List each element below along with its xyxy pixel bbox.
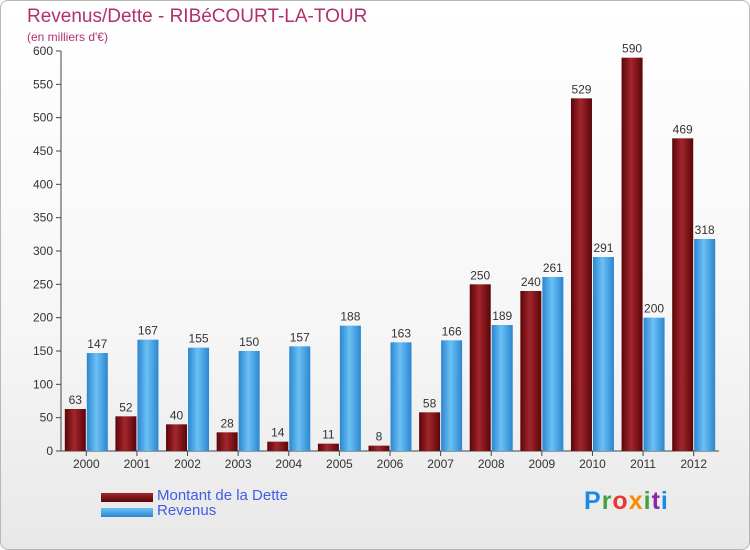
y-tick-label: 50	[40, 411, 54, 425]
x-tick-label: 2010	[579, 457, 606, 471]
bar-dette	[267, 441, 289, 451]
data-label-dette: 8	[376, 430, 383, 444]
x-tick-label: 2002	[174, 457, 201, 471]
bar-revenus	[188, 347, 210, 451]
data-label-revenus: 261	[543, 261, 563, 275]
data-label-revenus: 166	[442, 324, 462, 338]
x-tick-label: 2011	[630, 457, 656, 471]
legend-swatch-revenus	[101, 508, 153, 517]
bar-revenus	[643, 317, 665, 451]
y-tick-label: 450	[33, 144, 53, 158]
legend-label-dette: Montant de la Dette	[157, 487, 288, 504]
chart-title: Revenus/Dette - RIBéCOURT-LA-TOUR	[27, 6, 368, 27]
bar-dette	[469, 284, 491, 451]
x-tick-label: 2005	[326, 457, 353, 471]
logo-letter: P	[584, 487, 602, 515]
data-label-dette: 58	[423, 396, 437, 410]
x-tick-label: 2009	[528, 457, 555, 471]
logo-letter: t	[651, 487, 661, 515]
bar-dette	[317, 443, 339, 451]
bar-dette	[570, 98, 592, 451]
bar-dette	[115, 416, 137, 451]
logo-letter: o	[612, 487, 629, 515]
data-label-revenus: 200	[644, 302, 664, 316]
bar-revenus	[592, 257, 614, 451]
y-tick-label: 150	[33, 344, 53, 358]
x-tick-label: 2003	[225, 457, 252, 471]
bar-revenus	[491, 325, 513, 451]
data-label-dette: 63	[69, 393, 83, 407]
data-label-revenus: 189	[492, 309, 512, 323]
bar-dette	[368, 445, 390, 451]
y-tick-label: 300	[33, 244, 53, 258]
x-tick-label: 2012	[680, 457, 707, 471]
legend-label-revenus: Revenus	[157, 502, 217, 519]
bar-revenus	[542, 277, 564, 451]
logo-letter: i	[660, 487, 669, 515]
bar-dette	[419, 412, 441, 451]
bar-revenus	[137, 339, 159, 451]
bar-revenus	[238, 351, 260, 451]
bar-revenus	[339, 325, 361, 451]
chart-subtitle: (en milliers d'€)	[27, 30, 108, 44]
data-label-revenus: 147	[87, 337, 107, 351]
y-tick-label: 600	[33, 44, 53, 58]
y-tick-label: 350	[33, 211, 53, 225]
data-label-revenus: 318	[695, 223, 715, 237]
data-label-dette: 590	[622, 42, 642, 56]
data-label-revenus: 163	[391, 326, 411, 340]
data-label-dette: 240	[521, 275, 541, 289]
proxiti-logo: Proxiti	[584, 487, 669, 516]
bar-revenus	[289, 346, 311, 451]
bar-dette	[166, 424, 188, 451]
data-label-revenus: 291	[593, 241, 613, 255]
data-label-revenus: 155	[189, 332, 209, 346]
bar-dette	[216, 432, 238, 451]
bar-dette	[520, 291, 542, 451]
bar-dette	[621, 57, 643, 452]
bar-dette	[64, 409, 86, 451]
logo-letter: r	[601, 487, 613, 515]
x-tick-label: 2008	[478, 457, 505, 471]
data-label-dette: 469	[673, 122, 693, 136]
data-label-dette: 28	[220, 416, 234, 430]
legend-swatch-dette	[101, 493, 153, 502]
bar-revenus	[390, 342, 412, 451]
data-label-revenus: 157	[290, 330, 310, 344]
x-tick-label: 2006	[377, 457, 404, 471]
y-tick-label: 100	[33, 377, 53, 391]
data-label-revenus: 150	[239, 335, 259, 349]
y-tick-label: 500	[33, 111, 53, 125]
x-tick-label: 2007	[427, 457, 454, 471]
data-label-dette: 52	[119, 400, 133, 414]
data-label-dette: 529	[571, 82, 591, 96]
logo-letter: i	[643, 487, 652, 515]
bar-revenus	[694, 239, 716, 451]
bar-revenus	[441, 340, 463, 451]
data-label-revenus: 167	[138, 324, 158, 338]
bar-dette	[672, 138, 694, 452]
x-tick-label: 2004	[275, 457, 302, 471]
data-label-dette: 11	[322, 428, 335, 442]
bar-revenus	[86, 353, 108, 451]
y-tick-label: 200	[33, 311, 53, 325]
data-label-dette: 250	[470, 268, 490, 282]
y-tick-label: 550	[33, 77, 53, 91]
y-tick-label: 0	[46, 444, 53, 458]
x-tick-label: 2000	[73, 457, 100, 471]
data-label-dette: 14	[271, 426, 285, 440]
x-tick-label: 2001	[124, 457, 151, 471]
data-label-revenus: 188	[340, 310, 360, 324]
data-label-dette: 40	[170, 408, 184, 422]
y-tick-label: 250	[33, 277, 53, 291]
y-tick-label: 400	[33, 177, 53, 191]
logo-letter: x	[628, 487, 644, 515]
